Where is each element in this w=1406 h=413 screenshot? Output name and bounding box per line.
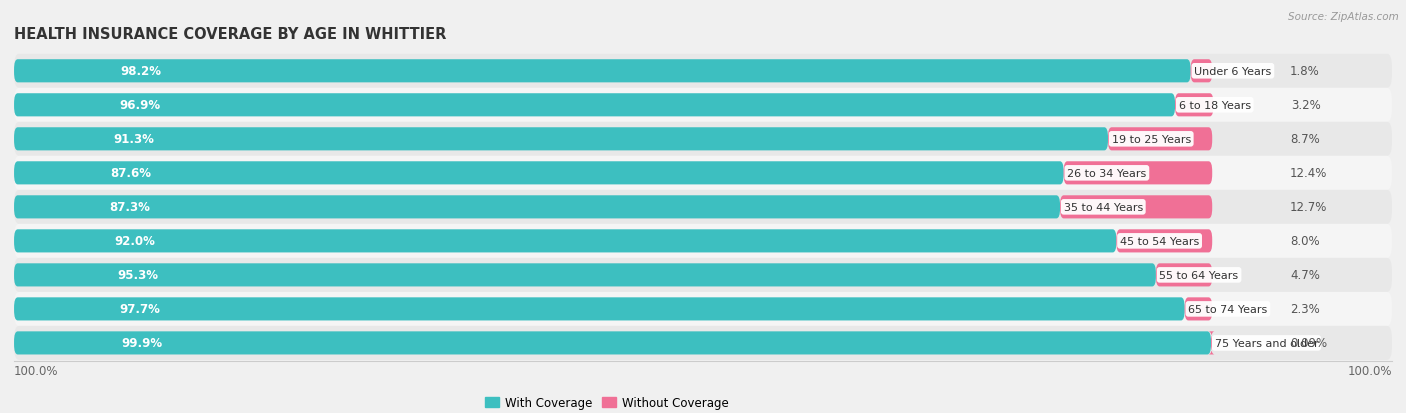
FancyBboxPatch shape xyxy=(14,230,1116,253)
FancyBboxPatch shape xyxy=(14,128,1108,151)
Text: 100.0%: 100.0% xyxy=(1347,364,1392,377)
FancyBboxPatch shape xyxy=(14,332,1211,355)
FancyBboxPatch shape xyxy=(14,326,1392,360)
FancyBboxPatch shape xyxy=(14,258,1392,292)
FancyBboxPatch shape xyxy=(14,190,1392,224)
FancyBboxPatch shape xyxy=(14,298,1185,320)
FancyBboxPatch shape xyxy=(14,292,1392,326)
Text: HEALTH INSURANCE COVERAGE BY AGE IN WHITTIER: HEALTH INSURANCE COVERAGE BY AGE IN WHIT… xyxy=(14,26,447,41)
Legend: With Coverage, Without Coverage: With Coverage, Without Coverage xyxy=(479,392,733,413)
Text: 12.4%: 12.4% xyxy=(1291,167,1327,180)
FancyBboxPatch shape xyxy=(1209,332,1215,355)
Text: 26 to 34 Years: 26 to 34 Years xyxy=(1067,169,1146,178)
Text: 2.3%: 2.3% xyxy=(1291,303,1320,316)
Text: 8.7%: 8.7% xyxy=(1291,133,1320,146)
Text: 91.3%: 91.3% xyxy=(114,133,155,146)
Text: 75 Years and older: 75 Years and older xyxy=(1215,338,1319,348)
Text: 6 to 18 Years: 6 to 18 Years xyxy=(1178,100,1251,111)
FancyBboxPatch shape xyxy=(14,224,1392,258)
Text: 3.2%: 3.2% xyxy=(1291,99,1322,112)
Text: 99.9%: 99.9% xyxy=(122,337,163,349)
Text: 55 to 64 Years: 55 to 64 Years xyxy=(1160,270,1239,280)
FancyBboxPatch shape xyxy=(14,162,1064,185)
Text: 45 to 54 Years: 45 to 54 Years xyxy=(1121,236,1199,246)
Text: 96.9%: 96.9% xyxy=(120,99,160,112)
FancyBboxPatch shape xyxy=(14,196,1060,219)
Text: Under 6 Years: Under 6 Years xyxy=(1194,66,1271,76)
FancyBboxPatch shape xyxy=(1175,94,1213,117)
Text: Source: ZipAtlas.com: Source: ZipAtlas.com xyxy=(1288,12,1399,22)
Text: 95.3%: 95.3% xyxy=(117,269,159,282)
FancyBboxPatch shape xyxy=(1108,128,1212,151)
Text: 87.6%: 87.6% xyxy=(110,167,150,180)
Text: 97.7%: 97.7% xyxy=(120,303,160,316)
FancyBboxPatch shape xyxy=(1116,230,1212,253)
FancyBboxPatch shape xyxy=(14,263,1156,287)
Text: 87.3%: 87.3% xyxy=(110,201,150,214)
FancyBboxPatch shape xyxy=(1191,60,1212,83)
FancyBboxPatch shape xyxy=(14,60,1191,83)
Text: 19 to 25 Years: 19 to 25 Years xyxy=(1112,135,1191,145)
Text: 1.8%: 1.8% xyxy=(1291,65,1320,78)
Text: 65 to 74 Years: 65 to 74 Years xyxy=(1188,304,1267,314)
Text: 35 to 44 Years: 35 to 44 Years xyxy=(1064,202,1143,212)
Text: 8.0%: 8.0% xyxy=(1291,235,1320,248)
Text: 100.0%: 100.0% xyxy=(14,364,59,377)
FancyBboxPatch shape xyxy=(1060,196,1212,219)
FancyBboxPatch shape xyxy=(1064,162,1212,185)
FancyBboxPatch shape xyxy=(1156,263,1212,287)
FancyBboxPatch shape xyxy=(14,94,1175,117)
FancyBboxPatch shape xyxy=(14,123,1392,157)
Text: 98.2%: 98.2% xyxy=(120,65,162,78)
FancyBboxPatch shape xyxy=(14,157,1392,190)
Text: 0.09%: 0.09% xyxy=(1289,337,1327,349)
FancyBboxPatch shape xyxy=(14,55,1392,88)
Text: 92.0%: 92.0% xyxy=(114,235,155,248)
Text: 12.7%: 12.7% xyxy=(1291,201,1327,214)
Text: 4.7%: 4.7% xyxy=(1291,269,1320,282)
FancyBboxPatch shape xyxy=(14,88,1392,123)
FancyBboxPatch shape xyxy=(1185,298,1212,320)
